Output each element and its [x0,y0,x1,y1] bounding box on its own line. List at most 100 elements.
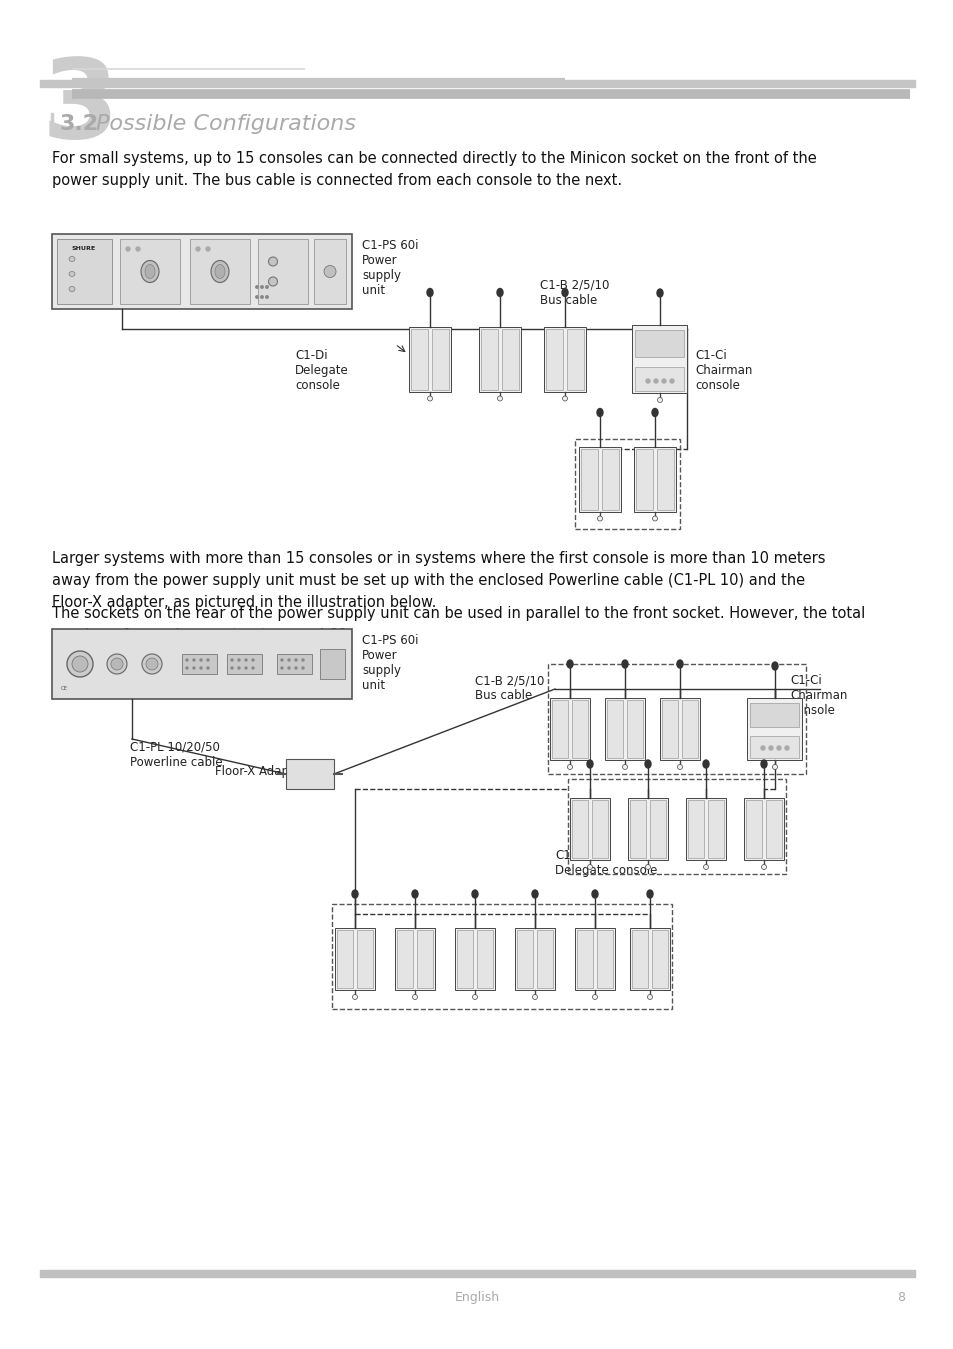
Ellipse shape [592,890,598,898]
Ellipse shape [281,660,283,661]
Bar [517,929,533,987]
Bar [580,448,598,510]
Bar [651,929,667,987]
Ellipse shape [145,264,154,278]
Ellipse shape [352,890,357,898]
Ellipse shape [252,660,253,661]
Ellipse shape [302,660,304,661]
Ellipse shape [302,666,304,669]
Bar [747,697,801,759]
Bar [743,799,783,861]
Text: C1-PL 10/20/50
Powerline cable: C1-PL 10/20/50 Powerline cable [130,741,222,769]
Ellipse shape [71,656,88,672]
Bar [501,329,518,390]
Bar [745,800,761,858]
Ellipse shape [266,286,268,289]
Bar [750,737,799,758]
Ellipse shape [472,890,477,898]
Bar [478,326,520,391]
Ellipse shape [532,994,537,1000]
Ellipse shape [657,289,662,297]
Ellipse shape [237,660,240,661]
Ellipse shape [288,660,290,661]
Ellipse shape [281,666,283,669]
Ellipse shape [69,271,75,277]
Text: Floor-X Adapter: Floor-X Adapter [214,765,306,777]
Bar [687,800,703,858]
Ellipse shape [412,994,417,1000]
Ellipse shape [645,865,650,870]
Bar [227,654,262,674]
Text: Possible Configurations: Possible Configurations [96,115,355,134]
Bar [336,929,353,987]
Bar [566,329,583,390]
Bar [661,700,678,758]
Ellipse shape [245,666,247,669]
Text: C1-Ci
Chairman
console: C1-Ci Chairman console [695,349,752,393]
Bar [395,928,435,990]
Bar [575,928,615,990]
Bar [649,800,665,858]
Bar [569,799,609,861]
Ellipse shape [592,994,597,1000]
Bar [190,239,250,304]
Ellipse shape [69,256,75,262]
Bar [629,800,645,858]
Bar [552,700,567,758]
Text: The sockets on the rear of the power supply unit can be used in parallel to the : The sockets on the rear of the power sup… [52,606,864,643]
Bar [631,929,647,987]
Ellipse shape [200,660,202,661]
Ellipse shape [532,890,537,898]
Ellipse shape [621,660,627,668]
Ellipse shape [255,295,258,298]
Ellipse shape [193,660,194,661]
Text: 8: 8 [896,1291,904,1304]
Bar [314,239,346,304]
Ellipse shape [768,746,772,750]
Text: Larger systems with more than 15 consoles or in systems where the first console : Larger systems with more than 15 console… [52,550,824,610]
Bar [626,700,642,758]
Bar [627,799,667,861]
Ellipse shape [136,247,140,251]
Ellipse shape [237,666,240,669]
Ellipse shape [567,765,572,769]
Ellipse shape [245,660,247,661]
Text: C1-Di
Delegate
console: C1-Di Delegate console [294,349,349,393]
Bar [659,697,700,759]
Ellipse shape [141,260,159,282]
Bar [707,800,723,858]
Bar [550,697,589,759]
Ellipse shape [427,289,433,297]
Ellipse shape [652,517,657,521]
Bar [635,331,684,357]
Ellipse shape [661,379,665,383]
Ellipse shape [268,277,277,286]
Text: CE: CE [60,687,68,691]
Ellipse shape [186,666,188,669]
Bar [636,448,652,510]
Bar [765,800,781,858]
Ellipse shape [206,247,210,251]
Bar [606,700,622,758]
Ellipse shape [646,890,652,898]
Bar [409,326,451,391]
Bar [120,239,180,304]
Ellipse shape [677,660,682,668]
Ellipse shape [645,379,649,383]
Ellipse shape [200,666,202,669]
Ellipse shape [772,765,777,769]
Ellipse shape [472,994,477,1000]
Bar [286,759,334,789]
Ellipse shape [657,398,661,402]
Text: 3.2: 3.2 [60,115,99,134]
Ellipse shape [597,409,602,417]
Ellipse shape [702,865,708,870]
Bar [319,649,345,679]
Bar [182,654,216,674]
Bar [335,928,375,990]
Bar [455,928,495,990]
Ellipse shape [497,289,502,297]
Bar [604,697,644,759]
Bar [480,329,497,390]
Bar [257,239,308,304]
